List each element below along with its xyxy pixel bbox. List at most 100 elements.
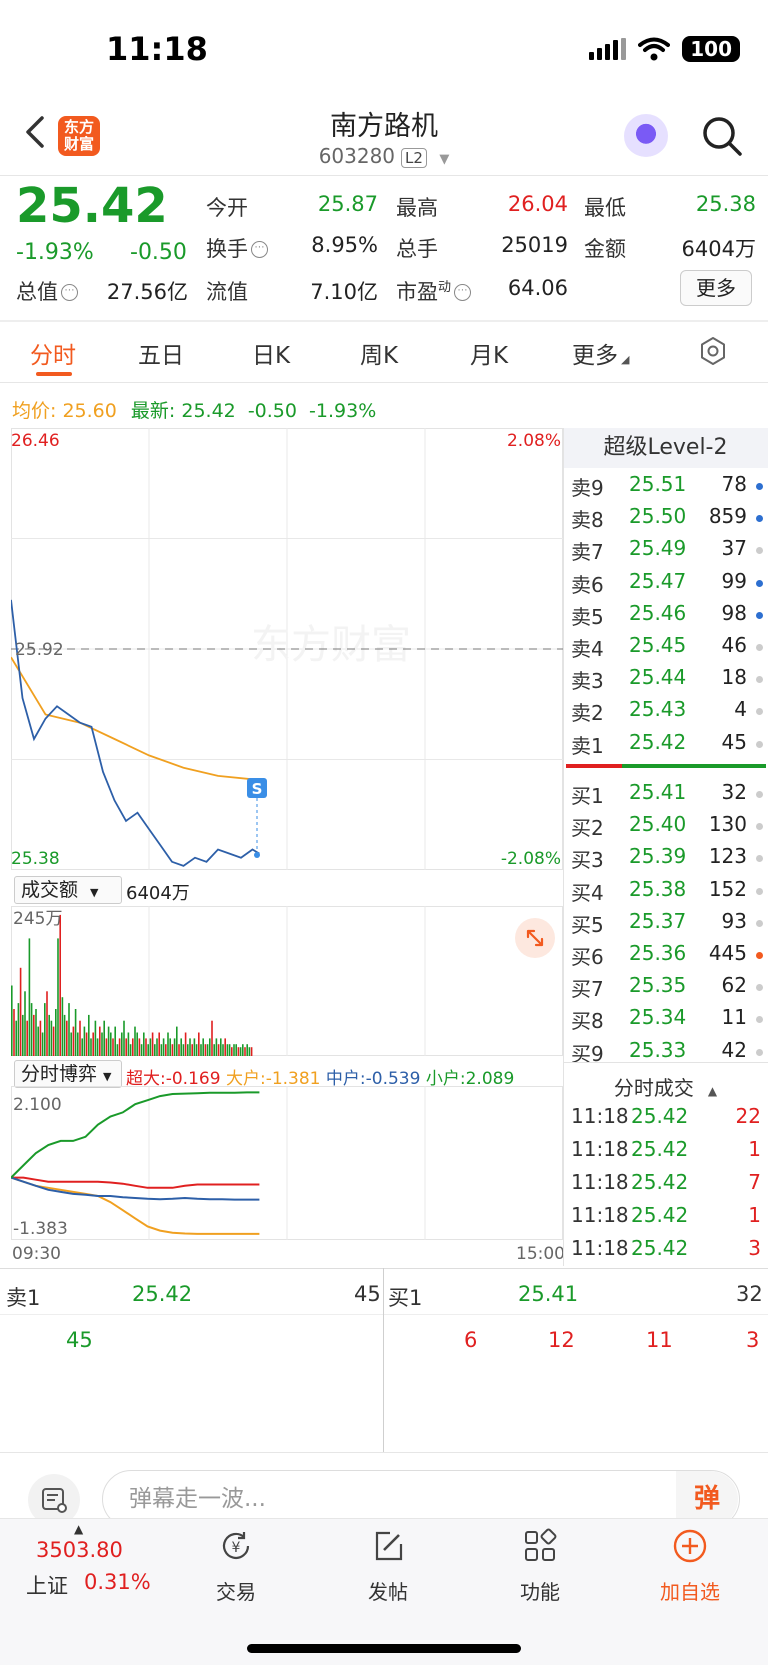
danmu-send-button[interactable]: 弹 xyxy=(676,1471,738,1527)
volume-chart[interactable]: 245万 xyxy=(11,906,563,1056)
level-volume: 4 xyxy=(734,697,747,722)
tab-monthly-k[interactable]: 月K xyxy=(470,343,509,369)
index-name[interactable]: 上证 xyxy=(26,1574,68,1598)
bid-level-row[interactable]: 买3 25.39 123 xyxy=(571,844,767,876)
bid-ask-ratio-bar-sell xyxy=(566,764,622,768)
volume-bar xyxy=(145,1038,147,1056)
volume-bar xyxy=(57,938,59,1056)
order-dot-icon xyxy=(756,791,763,798)
capital-flow-select[interactable]: 分时博弈 ▼ xyxy=(14,1060,122,1088)
bid-level-row[interactable]: 买7 25.35 62 xyxy=(571,973,767,1005)
volume-bar xyxy=(250,1047,253,1056)
bid-level-row[interactable]: 买6 25.36 445 xyxy=(571,941,767,973)
app-logo[interactable]: 东方财富 xyxy=(58,116,100,156)
capital-flow-chart[interactable]: 2.100 -1.383 xyxy=(11,1086,563,1240)
settings-icon[interactable] xyxy=(698,336,728,366)
trades-title[interactable]: 分时成交 ▲ xyxy=(613,1076,718,1100)
ask-level-row[interactable]: 卖6 25.47 99 xyxy=(571,569,767,601)
nav-add-watchlist[interactable]: 加自选 xyxy=(640,1528,740,1605)
volume-bar xyxy=(50,1020,53,1056)
bid-level-row[interactable]: 买1 25.41 32 xyxy=(571,780,767,812)
trade-volume: 3 xyxy=(748,1236,761,1260)
bid-level-row[interactable]: 买2 25.40 130 xyxy=(571,812,767,844)
volume-bar xyxy=(202,1038,204,1056)
ask-level-row[interactable]: 卖2 25.43 4 xyxy=(571,697,767,729)
trade-price: 25.42 xyxy=(631,1104,689,1128)
tab-intraday[interactable]: 分时 xyxy=(30,343,76,369)
info-icon[interactable]: ⋯ xyxy=(251,241,268,258)
ask-level-row[interactable]: 卖7 25.49 37 xyxy=(571,536,767,568)
ask-level-row[interactable]: 卖3 25.44 18 xyxy=(571,665,767,697)
tab-daily-k[interactable]: 日K xyxy=(252,343,291,369)
bid-level-row[interactable]: 买4 25.38 152 xyxy=(571,877,767,909)
level-volume: 93 xyxy=(721,908,747,933)
danmu-settings-icon[interactable] xyxy=(28,1474,80,1526)
level-volume: 99 xyxy=(721,568,747,593)
nav-trade[interactable]: ¥ 交易 xyxy=(186,1528,286,1605)
flow-max-label: 2.100 xyxy=(13,1095,62,1115)
volume-bar xyxy=(61,997,64,1056)
ask-level-row[interactable]: 卖4 25.45 46 xyxy=(571,633,767,665)
ask-level-row[interactable]: 卖5 25.46 98 xyxy=(571,601,767,633)
bid-level-row[interactable]: 买8 25.34 11 xyxy=(571,1005,767,1037)
index-percent[interactable]: 0.31% xyxy=(84,1570,151,1594)
trade-row: 11:18 25.42 1 xyxy=(571,1137,761,1169)
turnover-label: 换手 ⋯ xyxy=(206,233,268,263)
home-indicator xyxy=(247,1644,521,1653)
volume-indicator-select[interactable]: 成交额 ▼ xyxy=(14,876,122,904)
order-dot-icon xyxy=(756,579,763,587)
level-volume: 45 xyxy=(721,729,747,754)
volume-bar xyxy=(132,1038,134,1056)
volume-bar xyxy=(187,1044,189,1056)
volume-bar xyxy=(66,1020,68,1056)
float-cap-label: 流值 xyxy=(206,280,248,304)
info-icon[interactable]: ⋯ xyxy=(454,284,472,301)
level-label: 卖6 xyxy=(571,572,604,597)
level-price: 25.47 xyxy=(629,568,687,593)
robot-assistant-icon[interactable] xyxy=(624,114,668,158)
order-dot-icon xyxy=(756,1016,763,1024)
tab-five-day[interactable]: 五日 xyxy=(138,343,184,369)
order-dot-icon xyxy=(756,515,763,523)
volume-bar xyxy=(246,1044,248,1056)
back-icon[interactable] xyxy=(20,112,50,152)
bid-level-row[interactable]: 买9 25.33 42 xyxy=(571,1038,767,1070)
level2-title[interactable]: 超级Level-2 xyxy=(563,428,768,468)
volume-bar xyxy=(105,1038,108,1056)
search-icon[interactable] xyxy=(700,114,744,158)
info-icon[interactable]: ⋯ xyxy=(61,284,78,301)
tab-more[interactable]: 更多 ◢ xyxy=(572,343,630,369)
level-price: 25.42 xyxy=(629,729,687,754)
level-label: 买5 xyxy=(571,912,604,937)
stock-code-row[interactable]: 603280 L2 ▼ xyxy=(0,144,768,168)
ask-level-row[interactable]: 卖9 25.51 78 xyxy=(571,472,767,504)
market-cap-value: 27.56亿 xyxy=(106,280,188,304)
price-line xyxy=(11,599,260,867)
intraday-price-chart[interactable]: 东方财富 26.46 2.08% 25.92 25.38 -2.08% S xyxy=(11,428,563,870)
nav-functions[interactable]: 功能 xyxy=(490,1528,590,1605)
volume-bar xyxy=(206,1044,209,1056)
flow-line-小户 xyxy=(11,1091,260,1179)
x-end-label: 15:00 xyxy=(516,1244,565,1264)
ask-level-row[interactable]: 卖1 25.42 45 xyxy=(571,730,767,762)
trade-time: 11:18 xyxy=(571,1236,629,1260)
ask-level-row[interactable]: 卖8 25.50 859 xyxy=(571,504,767,536)
volume-bar xyxy=(171,1044,174,1056)
volume-bar xyxy=(44,1003,46,1056)
more-button[interactable]: 更多 xyxy=(680,270,752,306)
volume-bar xyxy=(22,1014,24,1056)
level-price: 25.40 xyxy=(629,812,687,837)
bid-level-row[interactable]: 买5 25.37 93 xyxy=(571,909,767,941)
volume-bar xyxy=(140,1044,143,1056)
expand-icon[interactable] xyxy=(515,918,555,958)
signal-tag[interactable]: S xyxy=(247,778,267,858)
nav-post[interactable]: 发帖 xyxy=(338,1528,438,1605)
order-dot-icon xyxy=(756,611,763,619)
tab-weekly-k[interactable]: 周K xyxy=(360,343,399,369)
index-value[interactable]: 3503.80 xyxy=(36,1538,123,1562)
level-volume: 32 xyxy=(721,780,747,804)
pct-low-label: -2.08% xyxy=(501,849,561,869)
volume-bar xyxy=(35,1009,37,1056)
volume-bar xyxy=(228,1044,231,1056)
volume-bar xyxy=(24,991,26,1056)
